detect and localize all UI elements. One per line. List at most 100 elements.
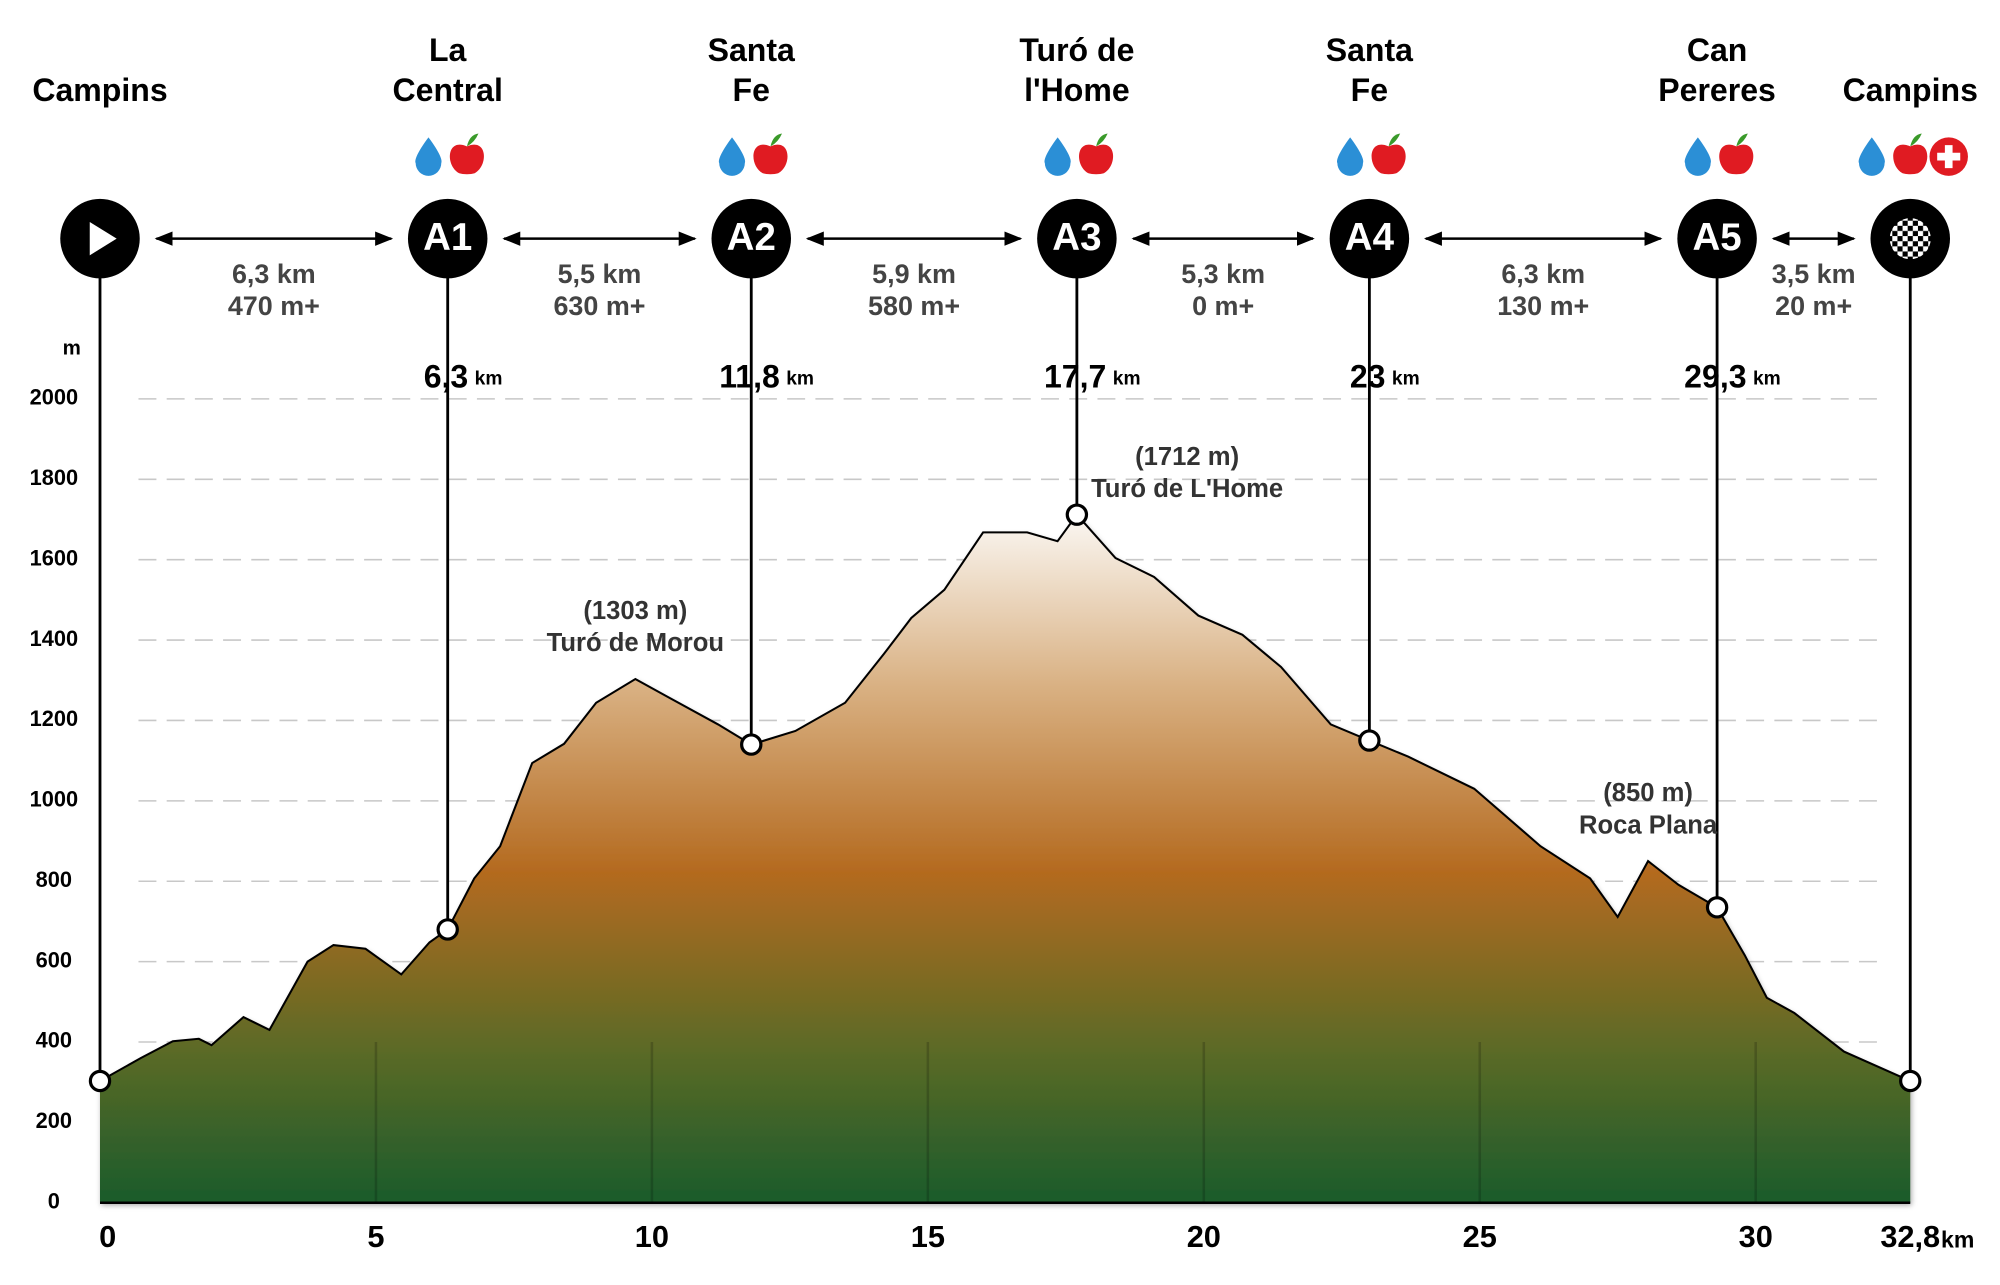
x-tick-label: 5: [367, 1219, 384, 1254]
station-km-value: 17,7: [1044, 359, 1106, 395]
x-axis-label: km: [1941, 1226, 1974, 1252]
segment-gain: 630 m+: [553, 291, 645, 321]
y-axis-label: m: [63, 336, 81, 359]
station-km-value: 6,3: [424, 359, 469, 395]
apple-leaf: [1096, 133, 1108, 147]
station-name: Santa: [708, 32, 796, 68]
station-name: La: [429, 32, 468, 68]
peak-elevation: (1303 m): [583, 597, 687, 625]
segment-distance: 3,5 km: [1772, 259, 1856, 289]
station-km: 6,3 km: [424, 359, 503, 395]
segment-distance: 5,9 km: [872, 259, 956, 289]
y-tick-label: 600: [36, 947, 72, 972]
segment-distance: 5,5 km: [558, 259, 642, 289]
station-km-unit: km: [1392, 369, 1420, 390]
segment-gain: 580 m+: [868, 291, 960, 321]
apple-leaf: [466, 133, 479, 147]
water-icon: [1858, 137, 1885, 176]
station-km: 17,7 km: [1044, 359, 1141, 395]
water-icon: [415, 137, 442, 176]
station-km-value: 11,8: [719, 359, 780, 395]
y-tick-label: 0: [48, 1189, 60, 1214]
station-name: Central: [392, 72, 502, 108]
peak-elevation: (850 m): [1603, 779, 1693, 807]
station-name: Fe: [1351, 72, 1388, 108]
station-badge: [1037, 198, 1117, 279]
station-marker: [88, 1069, 112, 1093]
station-badge: [1329, 198, 1410, 279]
segment-gain: 470 m+: [228, 291, 320, 321]
segment-gain: 20 m+: [1775, 291, 1852, 321]
station-marker: [1899, 1069, 1922, 1093]
station-code: A3: [1052, 216, 1101, 259]
station-name: Turó de: [1019, 32, 1134, 68]
apple-icon: [449, 144, 484, 175]
station-km-unit: km: [1753, 369, 1781, 390]
station-marker: [1358, 729, 1381, 752]
y-tick-label: 800: [36, 867, 72, 892]
station-km-value: 29,3: [1684, 359, 1746, 395]
station-name: Santa: [1326, 32, 1414, 68]
peak-elevation: (1712 m): [1135, 443, 1239, 471]
water-icon: [1337, 137, 1364, 176]
area-fill: [100, 514, 1911, 1203]
station-badge: [407, 198, 488, 279]
apple-leaf: [1388, 133, 1401, 147]
station-marker: [436, 918, 459, 941]
station-code: A4: [1345, 216, 1395, 259]
station-name: Pereres: [1658, 72, 1776, 108]
station-km-unit: km: [475, 369, 503, 390]
station-badge: [711, 198, 791, 279]
peak-name: Turó de L'Home: [1091, 475, 1283, 503]
apple-icon: [1371, 144, 1406, 175]
apple-icon: [1893, 144, 1928, 175]
x-tick-label: 30: [1739, 1219, 1773, 1254]
medical-cross: [1937, 145, 1961, 169]
apple-icon: [1079, 144, 1114, 175]
plot: 0 5 10 15 20 25 30 32,8 km: [99, 513, 1974, 1254]
apple-icon: [753, 144, 788, 175]
segment-distance: 6,3 km: [232, 259, 316, 289]
y-tick-label: 1600: [30, 545, 78, 570]
station-km: 11,8 km: [719, 359, 814, 395]
station-km-unit: km: [1113, 369, 1141, 390]
y-tick-label: 2000: [30, 385, 78, 410]
x-tick-label: 10: [635, 1219, 669, 1254]
y-tick-label: 1000: [30, 787, 78, 812]
station-name: Campins: [1843, 72, 1978, 108]
station-km: 29,3 km: [1684, 359, 1781, 395]
profile-line: [99, 513, 1911, 1082]
apple-leaf: [1910, 133, 1922, 147]
apple-leaf: [770, 133, 783, 147]
segment-gain: 130 m+: [1497, 291, 1589, 321]
station-km: 23 km: [1350, 359, 1420, 395]
station-marker: [1705, 896, 1729, 919]
station-code: A2: [727, 216, 776, 259]
peak-name: Turó de Morou: [547, 629, 724, 657]
y-tick-label: 1200: [30, 706, 78, 731]
y-tick-label: 400: [36, 1028, 72, 1053]
station-name: Fe: [733, 72, 770, 108]
station-name: Can: [1687, 32, 1748, 68]
station-marker: [740, 733, 763, 756]
x-tick-label: 32,8: [1880, 1219, 1940, 1254]
station-km-unit: km: [786, 369, 814, 390]
water-icon: [1044, 137, 1071, 176]
water-icon: [1684, 137, 1711, 176]
station-km-value: 23: [1350, 359, 1386, 395]
stations: Campins La Central A1 6,3 km Santa Fe A2 11,8 km Tu…: [32, 32, 1978, 1093]
station-name: l'Home: [1024, 72, 1130, 108]
station-badge: [1677, 198, 1757, 279]
finish-icon: [1889, 218, 1931, 260]
y-tick-label: 200: [36, 1108, 72, 1133]
x-tick-label: 0: [99, 1219, 116, 1254]
water-icon: [718, 137, 746, 176]
x-tick-label: 15: [911, 1219, 945, 1254]
start-icon: [89, 221, 117, 256]
y-tick-label: 1400: [30, 626, 78, 651]
station-marker: [1065, 503, 1089, 526]
segment-distance: 5,3 km: [1181, 259, 1265, 289]
y-tick-label: 1800: [30, 465, 78, 490]
